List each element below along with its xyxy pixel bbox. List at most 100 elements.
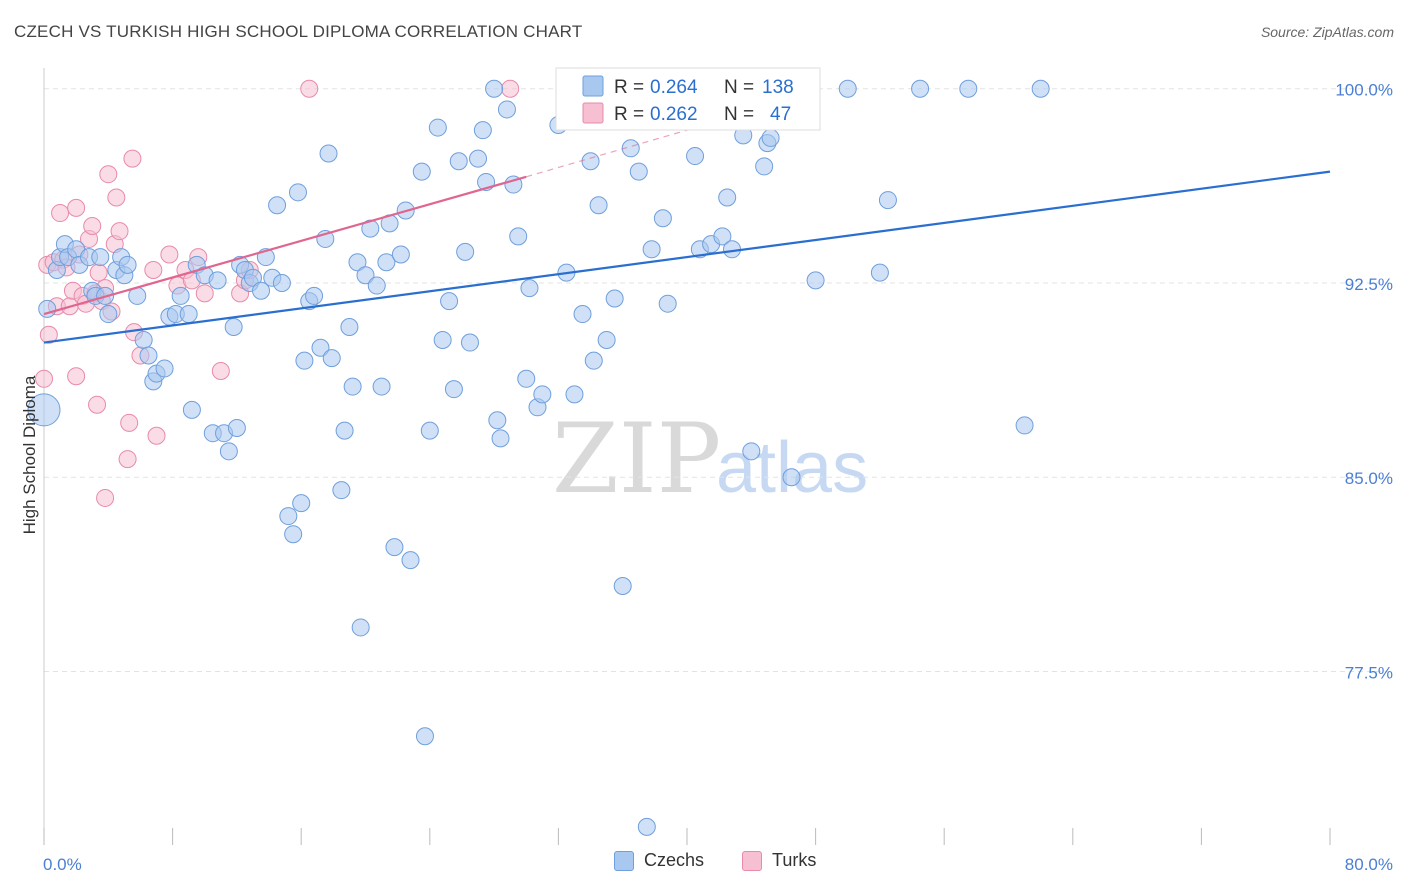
czech-point [295, 351, 314, 370]
y-axis-label: High School Diploma [20, 375, 39, 534]
legend-item-turks[interactable]: Turks [742, 850, 816, 871]
czech-point [243, 268, 262, 287]
czech-point [311, 338, 330, 357]
watermark-atlas: atlas [716, 428, 868, 508]
turk-point [67, 367, 86, 386]
czech-point [755, 157, 774, 176]
turk-point [67, 198, 86, 217]
czech-point [485, 79, 504, 98]
czech-point [351, 618, 370, 637]
turk-legend-swatch [582, 102, 604, 124]
grid-lines [44, 88, 1392, 672]
czech-point [520, 279, 539, 298]
turk-point [300, 79, 319, 98]
czech-point [621, 139, 640, 158]
turk-r-label: R = [614, 104, 644, 125]
turk-n-value: 47 [770, 104, 791, 125]
czech-trend-line [43, 170, 1331, 344]
turk-point [110, 222, 129, 241]
czech-point [99, 305, 118, 324]
axes [43, 68, 1331, 845]
czech-r-label: R = [614, 77, 644, 98]
czech-point [653, 209, 672, 228]
trend-lines [43, 106, 1331, 344]
czech-point [391, 245, 410, 264]
czech-point [473, 121, 492, 140]
czech-point [517, 369, 536, 388]
czech-point [401, 551, 420, 570]
czech-point [782, 468, 801, 487]
turk-point [89, 263, 108, 282]
czech-point [134, 330, 153, 349]
turk-point [211, 362, 230, 381]
czech-point [642, 240, 661, 259]
czechs-swatch [614, 850, 634, 871]
czech-point [806, 271, 825, 290]
czech-point [139, 346, 158, 365]
chart-title: CZECH VS TURKISH HIGH SCHOOL DIPLOMA COR… [14, 22, 583, 41]
czech-point [272, 273, 291, 292]
legend-item-czechs[interactable]: Czechs [614, 850, 704, 871]
czech-point [911, 79, 930, 98]
czech-point [440, 292, 459, 311]
turk-point [120, 413, 139, 432]
czech-point [118, 255, 137, 274]
turk-point [195, 284, 214, 303]
czech-point [589, 196, 608, 215]
czech-point [878, 191, 897, 210]
czech-point [637, 817, 656, 836]
czech-point [332, 481, 351, 500]
czech-point [460, 333, 479, 352]
x-tick-label-min: 0.0% [43, 855, 82, 874]
czech-point [182, 400, 201, 419]
czech-point [322, 349, 341, 368]
czech-point [372, 377, 391, 396]
czech-point [428, 118, 447, 137]
czech-point [335, 421, 354, 440]
czech-point [597, 330, 616, 349]
czech-point [252, 281, 271, 300]
czech-point [340, 318, 359, 336]
czech-legend-swatch [582, 75, 604, 97]
turk-point [501, 79, 520, 98]
turk-point [99, 165, 118, 184]
y-tick-label: 77.5% [1345, 663, 1393, 682]
y-tick-label: 100.0% [1335, 81, 1393, 100]
czech-point [27, 393, 61, 427]
czech-point [288, 183, 307, 202]
czech-point [565, 385, 584, 404]
x-tick-label-max: 80.0% [1345, 855, 1393, 874]
czech-point [533, 385, 552, 404]
turk-trend-line [43, 175, 527, 316]
turk-point [160, 245, 179, 264]
czech-point [469, 149, 488, 168]
czech-point [415, 727, 434, 746]
czech-point [279, 507, 298, 526]
czech-point [573, 305, 592, 324]
turk-point [35, 369, 53, 388]
czech-point [305, 286, 324, 305]
czech-point [686, 147, 705, 166]
czech-point [171, 286, 190, 305]
czech-point [91, 248, 110, 267]
czechs-points [27, 79, 1050, 836]
czech-point [292, 494, 311, 513]
czech-point [367, 276, 386, 295]
turk-point [88, 395, 107, 414]
turk-n-label: N = [724, 104, 754, 125]
y-tick-label: 92.5% [1345, 275, 1393, 294]
turk-point [39, 325, 58, 344]
czech-point [284, 525, 303, 544]
czech-n-label: N = [724, 77, 754, 98]
watermark-zip: ZIP [552, 403, 721, 515]
czech-point [348, 253, 367, 272]
czech-point [420, 421, 439, 440]
czech-point [208, 271, 227, 290]
czech-point [497, 100, 516, 119]
czech-point [224, 318, 243, 336]
legend-label-czechs: Czechs [644, 850, 705, 870]
czech-point [629, 162, 648, 181]
czech-point [959, 79, 978, 98]
czech-point [449, 152, 468, 171]
